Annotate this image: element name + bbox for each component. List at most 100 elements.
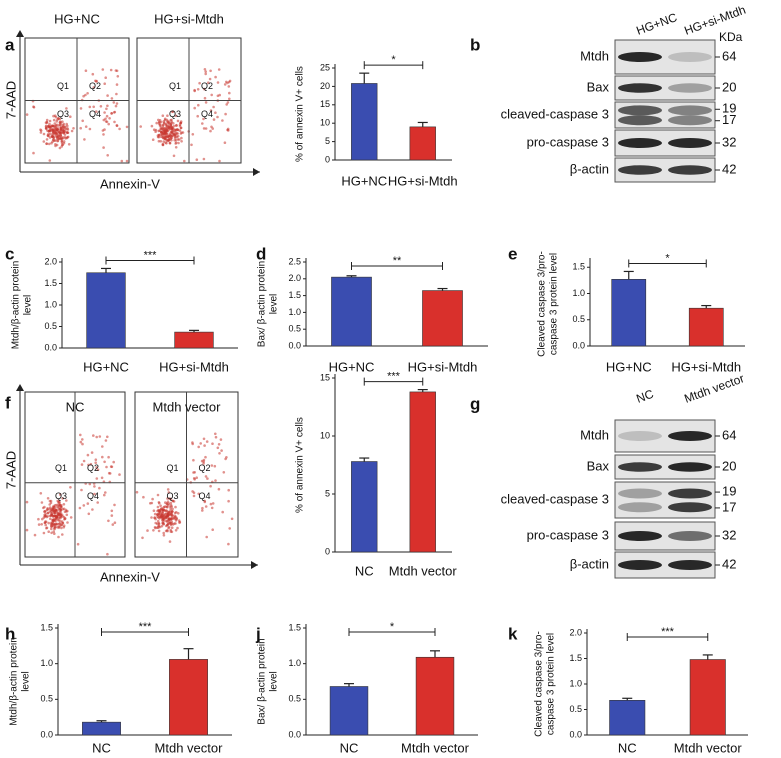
dot — [49, 499, 53, 503]
dot — [88, 482, 92, 486]
lane-label: NC — [634, 387, 655, 406]
dot — [151, 497, 154, 501]
dot — [56, 511, 60, 515]
dot — [61, 143, 64, 147]
dot — [218, 159, 221, 163]
dot — [101, 68, 105, 71]
dot — [162, 531, 165, 535]
dot — [42, 531, 46, 535]
dot — [91, 72, 95, 76]
dot — [169, 530, 173, 533]
y-tick-label: 1.0 — [572, 288, 585, 298]
dot — [169, 501, 173, 505]
dot — [92, 434, 95, 437]
dot — [164, 512, 168, 515]
dot — [165, 519, 168, 523]
dot — [161, 519, 164, 522]
y-tick-label: 10 — [320, 118, 330, 128]
dot — [209, 502, 213, 506]
dot — [76, 542, 80, 546]
quadrant-label: Q2 — [199, 463, 211, 473]
dot — [115, 83, 119, 86]
bar — [351, 461, 378, 553]
bar — [689, 659, 726, 736]
dot — [157, 513, 160, 517]
dot — [50, 531, 53, 535]
dot — [220, 449, 223, 452]
dot — [178, 521, 181, 524]
dot — [156, 493, 160, 497]
dot — [66, 128, 70, 131]
dot — [161, 132, 164, 135]
dot — [65, 513, 69, 517]
size-label: 64 — [722, 48, 736, 63]
x-tick-label: HG+NC — [606, 359, 652, 374]
y-tick-label: 2.0 — [44, 256, 57, 266]
dot — [169, 507, 172, 511]
y-tick-label: 20 — [320, 81, 330, 91]
dot — [179, 121, 182, 125]
dot — [223, 83, 227, 86]
dot — [62, 503, 66, 506]
quadrant-label: Q3 — [57, 109, 69, 119]
dot — [61, 533, 64, 536]
dot — [161, 509, 164, 512]
dot — [169, 137, 173, 140]
size-label: 42 — [722, 161, 736, 176]
dot — [166, 529, 169, 533]
row-label: pro-caspase 3 — [527, 527, 609, 542]
dot — [53, 511, 56, 515]
dot — [171, 126, 174, 129]
dot — [225, 80, 228, 84]
dot — [157, 139, 161, 143]
size-label: 19 — [722, 484, 736, 499]
dot — [61, 497, 64, 500]
dot — [227, 80, 231, 84]
dot — [88, 105, 92, 109]
dot — [96, 468, 100, 472]
dot — [62, 141, 66, 145]
dot — [111, 523, 115, 526]
dot — [101, 129, 105, 132]
band — [668, 431, 712, 441]
dot — [103, 460, 106, 464]
bar — [688, 307, 724, 347]
dot — [113, 120, 116, 124]
dot — [89, 462, 93, 466]
bar — [609, 700, 646, 736]
dot — [55, 515, 59, 519]
dot — [197, 492, 200, 496]
dot — [103, 111, 106, 114]
y-axis-label: level — [269, 294, 280, 315]
dot — [156, 519, 160, 523]
error-bar — [623, 270, 634, 280]
dot — [176, 134, 180, 138]
dot — [173, 139, 176, 142]
dot — [204, 505, 208, 508]
dot — [113, 110, 117, 114]
dot — [214, 111, 217, 114]
dot — [210, 464, 214, 467]
dot — [157, 524, 161, 528]
dot — [25, 500, 29, 504]
dot — [201, 122, 204, 125]
dot — [158, 508, 162, 512]
dot — [79, 126, 82, 130]
dot — [165, 142, 168, 145]
dot — [115, 92, 118, 96]
bar — [409, 391, 436, 553]
dot — [54, 144, 57, 148]
lane-label: Mtdh vector — [682, 371, 746, 406]
dot — [114, 69, 118, 72]
dot — [98, 486, 101, 490]
band — [668, 115, 712, 126]
bar — [169, 659, 208, 736]
dot — [176, 119, 180, 123]
dot — [53, 509, 56, 513]
dot — [168, 522, 172, 525]
dot — [202, 127, 206, 130]
dot — [172, 154, 176, 158]
dot — [83, 138, 86, 141]
dot — [112, 460, 115, 464]
